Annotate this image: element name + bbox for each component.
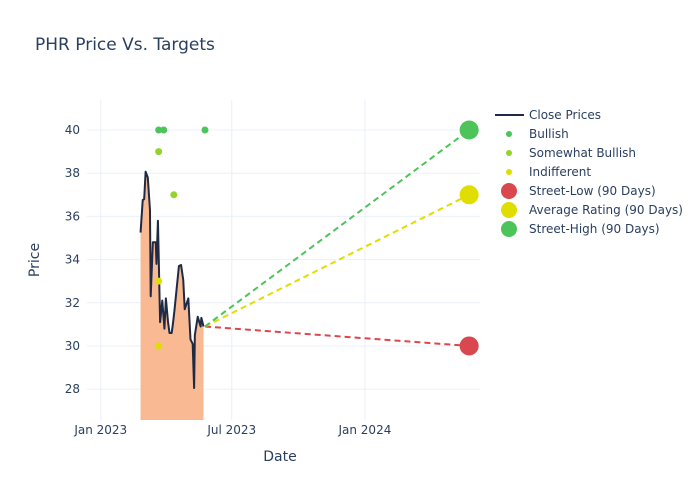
rating-point [201,126,209,134]
legend-label: Average Rating (90 Days) [529,203,683,217]
legend-label: Street-High (90 Days) [529,222,660,236]
target-line [204,325,470,347]
target-marker [459,336,479,356]
y-tick-label: 34 [65,253,80,267]
rating-point [155,126,163,134]
y-tick-label: 38 [65,166,80,180]
rating-point [170,191,178,199]
legend-marker-icon [506,131,512,137]
legend-label: Somewhat Bullish [529,146,636,160]
legend-marker-icon [501,183,517,199]
y-tick-label: 40 [65,123,80,137]
close-price-area [140,171,204,420]
legend-label: Bullish [529,127,569,141]
x-tick-label: Jan 2023 [73,423,127,437]
rating-point [155,277,163,285]
close-price-line [139,170,205,390]
y-axis-label: Price [27,243,43,277]
target-line [204,193,470,328]
x-tick-label: Jan 2024 [337,423,391,437]
rating-point [155,148,163,156]
legend-marker-icon [501,221,517,237]
legend-label: Close Prices [529,108,601,122]
y-tick-label: 32 [65,296,80,310]
legend-label: Street-Low (90 Days) [529,184,656,198]
y-tick-label: 36 [65,209,80,223]
legend-marker-icon [506,150,512,156]
y-tick-label: 28 [65,382,80,396]
target-line [204,129,470,328]
chart-title: PHR Price Vs. Targets [35,35,215,55]
x-tick-label: Jul 2023 [206,423,256,437]
legend-marker-icon [501,202,517,218]
rating-point [155,342,163,350]
x-axis-label: Date [263,449,296,465]
legend-label: Indifferent [529,165,591,179]
rating-point [160,126,168,134]
legend-marker-icon [506,169,512,175]
legend[interactable]: Close Prices Bullish Somewhat Bullish Indif… [495,108,683,237]
y-tick-label: 30 [65,339,80,353]
target-marker [459,120,479,140]
target-marker [459,185,479,205]
